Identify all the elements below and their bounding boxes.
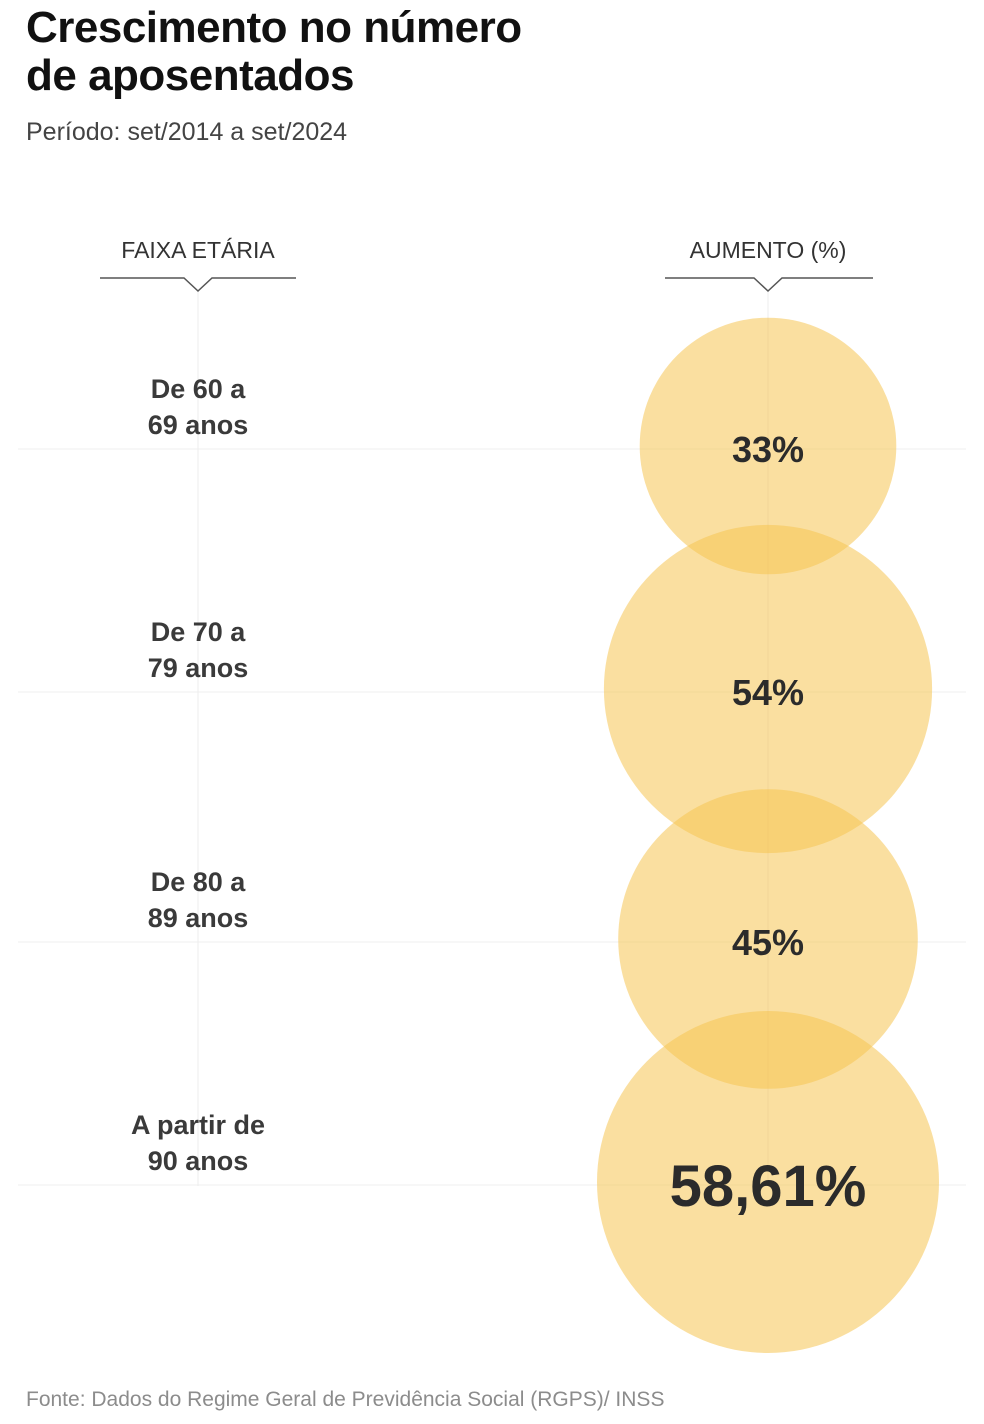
column-header-age-range: FAIXA ETÁRIA (121, 237, 275, 263)
value-label: 33% (732, 429, 804, 470)
value-label: 45% (732, 922, 804, 963)
bubble (618, 789, 918, 1089)
bubbles (597, 317, 939, 1353)
value-label: 54% (732, 672, 804, 713)
chart-title: Crescimento no número de aposentados (26, 4, 522, 100)
column-header-right-pointer (665, 277, 873, 293)
chart-title-line-2: de aposentados (26, 51, 354, 100)
bubble-chart: FAIXA ETÁRIA AUMENTO (%) 33% De 60 a 69 an… (18, 237, 966, 1353)
category-label: 90 anos (148, 1146, 249, 1176)
chart-subtitle: Período: set/2014 a set/2024 (26, 118, 348, 146)
category-label: 79 anos (148, 653, 249, 683)
category-label: 89 anos (148, 903, 249, 933)
category-label: 69 anos (148, 410, 249, 440)
category-label: De 60 a (151, 374, 247, 404)
chart-title-line-1: Crescimento no número (26, 3, 522, 52)
value-label: 58,61% (670, 1154, 867, 1219)
bubble (603, 524, 933, 854)
column-header-increase: AUMENTO (%) (690, 237, 847, 263)
category-label: A partir de (131, 1110, 265, 1140)
category-label: De 70 a (151, 617, 247, 647)
bubble (639, 317, 897, 575)
category-labels: 33% De 60 a 69 anos 54% De 70 a 79 anos 45% De … (131, 374, 866, 1219)
bubble (597, 1011, 939, 1353)
column-headers: FAIXA ETÁRIA AUMENTO (%) (100, 237, 873, 293)
column-header-left-pointer (100, 277, 296, 293)
category-label: De 80 a (151, 867, 247, 897)
source-note: Fonte: Dados do Regime Geral de Previdên… (26, 1388, 665, 1411)
